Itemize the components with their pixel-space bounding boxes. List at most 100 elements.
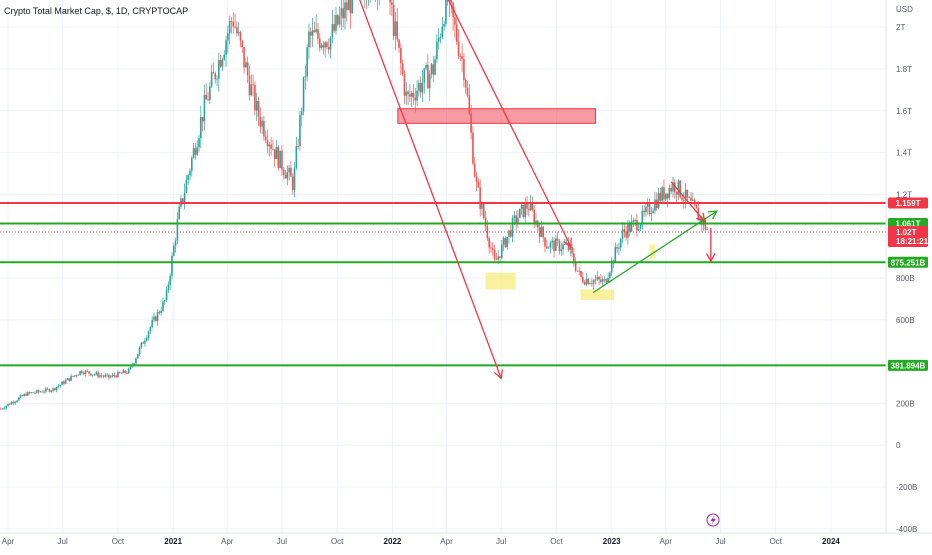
- lightning-icon[interactable]: [706, 513, 720, 527]
- x-tick-label: 2021: [164, 537, 182, 546]
- candle-body: [666, 193, 669, 199]
- candle-body: [506, 236, 508, 248]
- candle-body: [104, 375, 107, 377]
- candle-body: [560, 249, 563, 251]
- candle-body: [309, 31, 312, 36]
- candle-body: [218, 59, 220, 79]
- x-tick-label: Jul: [496, 537, 506, 546]
- candle-body: [28, 392, 31, 393]
- current-price-label: 1.02T: [896, 228, 917, 237]
- countdown-label: 18:21:21: [896, 237, 929, 246]
- candle-body: [73, 375, 76, 377]
- candle-body: [250, 84, 253, 96]
- candle-body: [432, 64, 435, 75]
- candle-body: [400, 47, 402, 64]
- candle-body: [272, 148, 274, 150]
- candle-body: [45, 388, 47, 392]
- candle-body: [614, 247, 617, 263]
- current-price-tag: [888, 226, 928, 248]
- candle-body: [567, 242, 570, 250]
- candle-body: [145, 337, 148, 341]
- candle-body: [556, 238, 559, 241]
- candle-body: [88, 371, 90, 374]
- candle-body: [457, 41, 460, 57]
- candle-body: [439, 37, 442, 38]
- candle-body: [446, 0, 449, 2]
- candle-body: [482, 204, 485, 218]
- candle-body: [391, 2, 393, 6]
- time-axis: Apr Jul Oct 2021 Apr Jul Oct 2022 Apr Jul Oct 2023 A…: [2, 537, 841, 546]
- candle-body: [311, 30, 314, 36]
- candle-body: [423, 68, 426, 83]
- candle-body: [389, 0, 391, 3]
- zones: [397, 108, 656, 300]
- candle-body: [553, 240, 555, 251]
- price-tag-label: 381.894B: [891, 361, 926, 370]
- candle-body: [300, 111, 303, 116]
- candle-body: [57, 385, 60, 388]
- candle-body: [209, 86, 211, 101]
- x-tick-label: Oct: [550, 537, 563, 546]
- candle-body: [538, 227, 541, 237]
- resistance-zone: [397, 108, 596, 124]
- trend-arrow-line: [592, 210, 718, 294]
- candle-body: [398, 39, 400, 48]
- candle-body: [205, 94, 208, 100]
- candle-body: [673, 182, 676, 192]
- candle-body: [672, 182, 674, 192]
- candle-body: [605, 279, 608, 283]
- candle-body: [437, 37, 440, 42]
- candle-body: [18, 397, 20, 401]
- candle-body: [320, 45, 323, 48]
- candle-body: [70, 375, 72, 381]
- candle-body: [526, 203, 528, 209]
- candle-body: [297, 146, 299, 147]
- trend-arrow-head: [493, 369, 504, 380]
- candle-body: [535, 220, 537, 224]
- candle-body: [210, 72, 213, 87]
- candle-body: [576, 270, 579, 272]
- candle-body: [551, 240, 554, 243]
- candle-body: [695, 204, 698, 209]
- candle-body: [473, 163, 476, 177]
- candle-body: [547, 247, 550, 249]
- candle-body: [636, 220, 638, 231]
- candle-body: [16, 400, 18, 402]
- candle-body: [282, 169, 285, 175]
- trend-arrow-line: [359, 0, 502, 379]
- candle-body: [281, 150, 283, 170]
- candle-body: [502, 237, 505, 245]
- candle-body: [295, 146, 298, 168]
- candle-body: [84, 370, 87, 375]
- candle-body: [643, 210, 645, 213]
- candle-body: [427, 64, 429, 89]
- candle-body: [463, 58, 465, 80]
- candle-body: [627, 224, 629, 238]
- price-tag-label: 1.061T: [896, 219, 921, 228]
- x-tick-label: Apr: [2, 537, 15, 546]
- candle-body: [52, 388, 54, 391]
- candle-body: [120, 372, 123, 374]
- candle-body: [500, 244, 503, 258]
- candle-body: [126, 372, 128, 374]
- candle-body: [327, 47, 330, 50]
- candle-body: [7, 403, 9, 406]
- candle-body: [263, 120, 265, 137]
- candle-body: [182, 198, 184, 203]
- candle-body: [243, 47, 245, 68]
- candle-body: [663, 187, 665, 200]
- candle-body: [508, 230, 510, 237]
- candle-body: [520, 205, 523, 209]
- candle-body: [192, 148, 195, 158]
- candle-body: [338, 16, 341, 25]
- candle-body: [668, 187, 671, 199]
- candle-body: [156, 311, 159, 322]
- candle-body: [55, 387, 58, 391]
- candle-body: [133, 363, 135, 366]
- y-tick-label: 2T: [896, 23, 905, 32]
- candle-body: [675, 191, 678, 195]
- candle-body: [610, 260, 613, 273]
- time-axis-panel[interactable]: [0, 533, 932, 550]
